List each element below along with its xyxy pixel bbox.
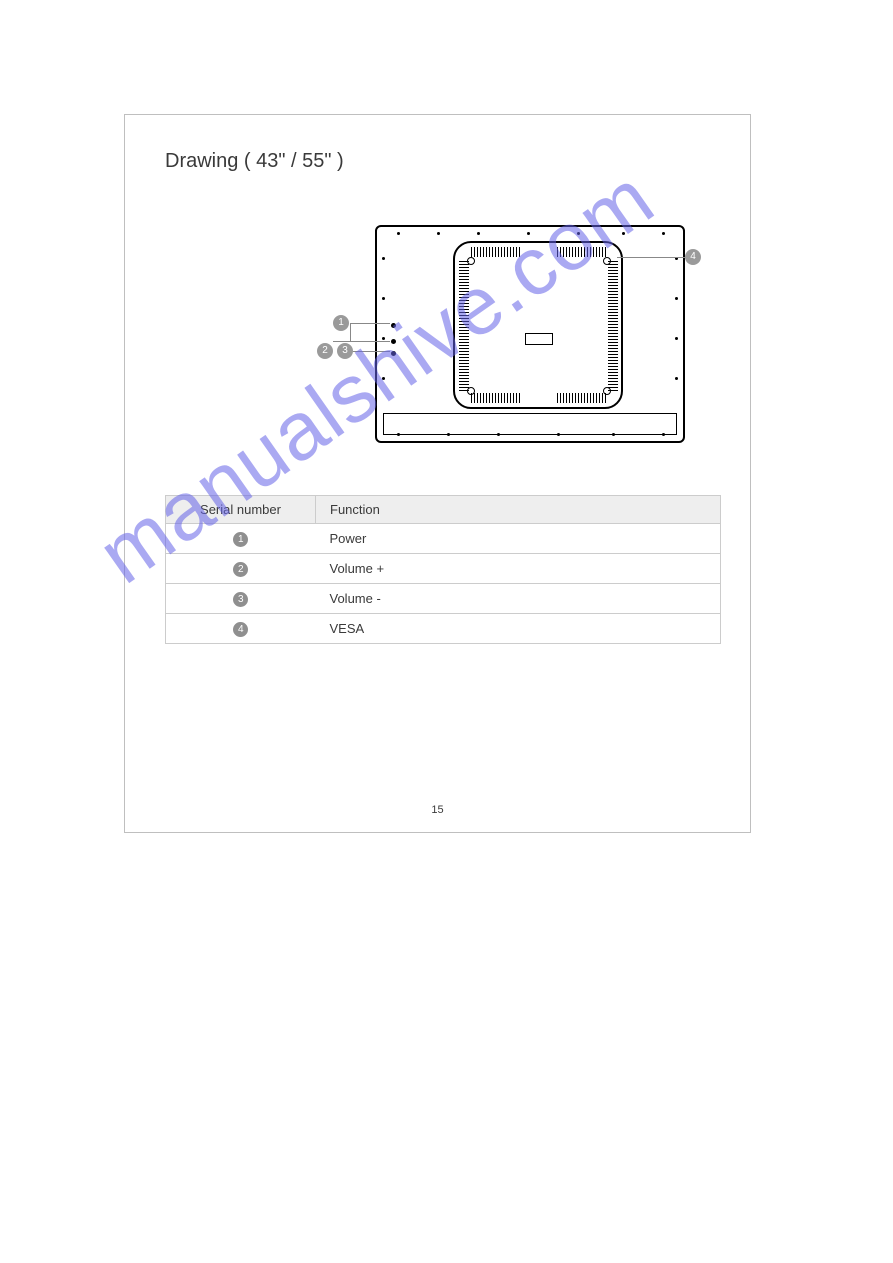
row-function: VESA [316, 614, 721, 644]
row-badge: 4 [233, 622, 248, 637]
vesa-panel [453, 241, 623, 409]
callout-3: 3 [337, 343, 353, 359]
row-function: Power [316, 524, 721, 554]
table-header-row: Serial number Function [166, 496, 721, 524]
col-function: Function [316, 496, 721, 524]
page-number: 15 [125, 804, 750, 816]
callout-1: 1 [333, 315, 349, 331]
device-rear-diagram: 1 2 3 4 [225, 225, 685, 455]
manual-page-frame: Drawing ( 43" / 55" ) [124, 114, 751, 833]
callout-4: 4 [685, 249, 701, 265]
row-badge: 1 [233, 532, 248, 547]
row-function: Volume - [316, 584, 721, 614]
table-row: 1 Power [166, 524, 721, 554]
page-title: Drawing ( 43" / 55" ) [165, 150, 344, 173]
table-row: 3 Volume - [166, 584, 721, 614]
col-serial: Serial number [166, 496, 316, 524]
table-row: 4 VESA [166, 614, 721, 644]
row-badge: 2 [233, 562, 248, 577]
table-row: 2 Volume + [166, 554, 721, 584]
row-function: Volume + [316, 554, 721, 584]
callout-2: 2 [317, 343, 333, 359]
row-badge: 3 [233, 592, 248, 607]
legend-table: Serial number Function 1 Power 2 Volume … [165, 495, 721, 644]
